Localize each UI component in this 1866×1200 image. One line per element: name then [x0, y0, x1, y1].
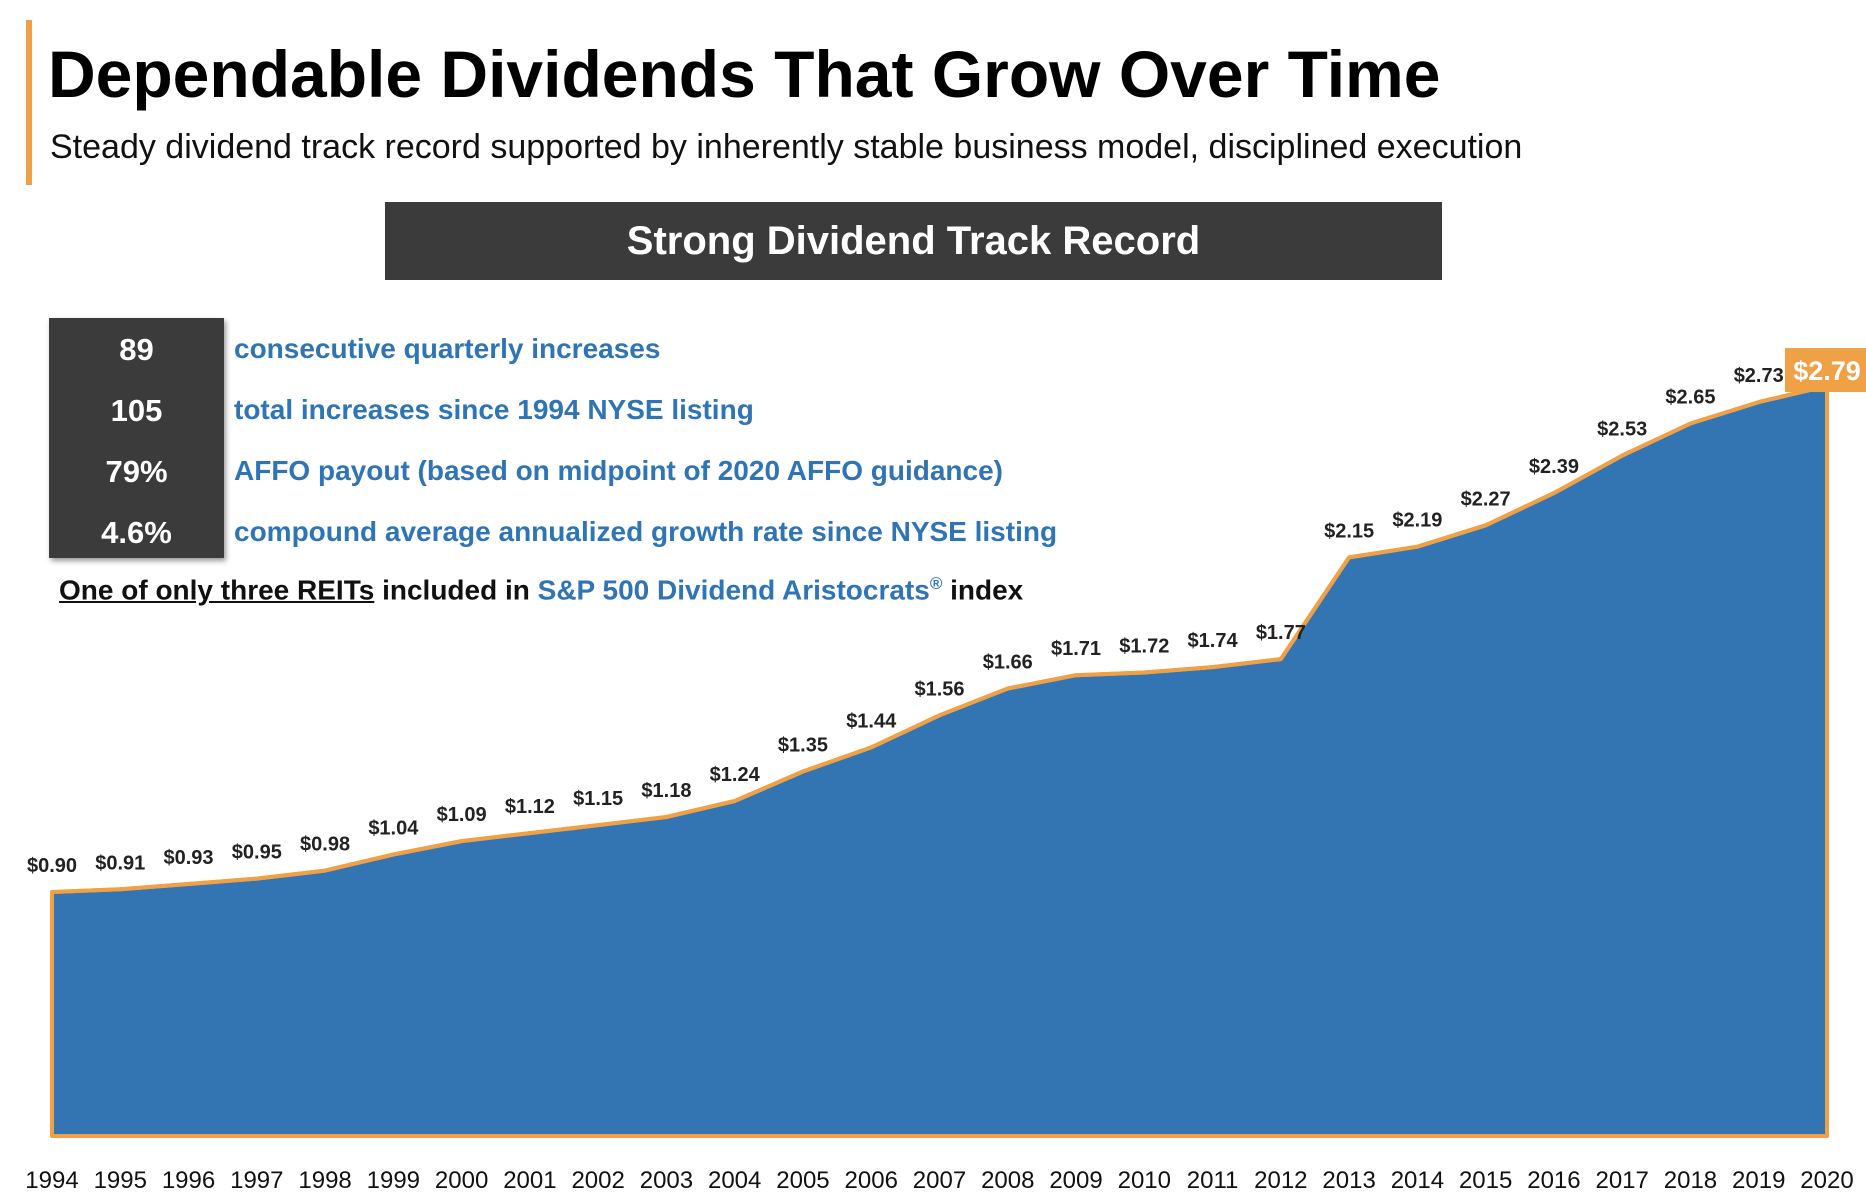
x-tick-2016: 2016 [1527, 1167, 1580, 1194]
data-label-2017: $2.53 [1597, 419, 1647, 441]
data-label-2012: $1.77 [1256, 622, 1306, 644]
data-label-2002: $1.15 [573, 788, 623, 810]
stat-label-cagr: compound average annualized growth rate … [234, 516, 1058, 547]
x-tick-2012: 2012 [1254, 1167, 1307, 1194]
dividend-area [50, 384, 1829, 1138]
data-label-1994: $0.90 [27, 855, 77, 877]
x-tick-2003: 2003 [640, 1167, 693, 1194]
x-tick-2011: 2011 [1187, 1167, 1239, 1194]
stat-label-increases: total increases since 1994 NYSE listing [234, 394, 754, 425]
x-tick-2002: 2002 [571, 1167, 624, 1194]
aristocrats-note: One of only three REITs included in S&P … [59, 574, 1023, 606]
x-tick-2019: 2019 [1732, 1167, 1785, 1194]
stat-value-quarterly: 89 [119, 332, 154, 367]
data-label-2015: $2.27 [1461, 488, 1511, 510]
page-title: Dependable Dividends That Grow Over Time [48, 37, 1441, 111]
data-label-2004: $1.24 [710, 764, 761, 786]
data-label-1997: $0.95 [232, 842, 282, 864]
x-tick-1996: 1996 [162, 1167, 215, 1194]
highlight-value-badge [1785, 348, 1866, 393]
stat-value-cagr: 4.6% [101, 515, 172, 550]
x-tick-2018: 2018 [1664, 1167, 1717, 1194]
x-tick-2013: 2013 [1322, 1167, 1375, 1194]
dividend-line [51, 384, 1828, 894]
x-tick-2020: 2020 [1800, 1167, 1853, 1194]
data-label-2018: $2.65 [1665, 387, 1715, 409]
x-tick-2007: 2007 [913, 1167, 966, 1194]
data-label-2009: $1.71 [1051, 638, 1101, 660]
data-label-2005: $1.35 [778, 735, 828, 757]
data-label-2010: $1.72 [1119, 635, 1169, 657]
x-tick-2017: 2017 [1595, 1167, 1648, 1194]
data-label-2013: $2.15 [1324, 520, 1374, 542]
x-tick-1994: 1994 [25, 1167, 78, 1194]
stat-label-quarterly: consecutive quarterly increases [234, 333, 661, 364]
x-tick-2005: 2005 [776, 1167, 829, 1194]
chart-banner: Strong Dividend Track Record [385, 202, 1442, 280]
data-label-2014: $2.19 [1392, 510, 1442, 532]
data-label-2006: $1.44 [846, 710, 897, 732]
data-label-1998: $0.98 [300, 834, 350, 856]
title-accent-bar [26, 20, 32, 185]
x-tick-2009: 2009 [1049, 1167, 1102, 1194]
x-tick-2008: 2008 [981, 1167, 1034, 1194]
stat-label-payout: AFFO payout (based on midpoint of 2020 A… [234, 455, 1003, 486]
data-label-2011: $1.74 [1188, 630, 1239, 652]
page-subtitle: Steady dividend track record supported b… [50, 128, 1523, 166]
data-label-1999: $1.04 [368, 818, 419, 840]
data-label-2016: $2.39 [1529, 456, 1579, 478]
x-tick-2006: 2006 [845, 1167, 898, 1194]
x-tick-2004: 2004 [708, 1167, 761, 1194]
data-label-2020: $2.79 [1793, 356, 1861, 386]
aristocrats-index-name: S&P 500 Dividend Aristocrats [537, 574, 930, 606]
stat-value-payout: 79% [105, 454, 168, 489]
data-label-1996: $0.93 [164, 847, 214, 869]
x-tick-1995: 1995 [94, 1167, 147, 1194]
x-tick-2010: 2010 [1118, 1167, 1171, 1194]
x-tick-2015: 2015 [1459, 1167, 1512, 1194]
aristocrats-middle: included in [374, 574, 538, 606]
aristocrats-underlined: One of only three REITs [59, 574, 375, 606]
data-label-1995: $0.91 [95, 852, 145, 874]
data-label-2001: $1.12 [505, 796, 555, 818]
aristocrats-tail: index [942, 574, 1024, 606]
x-tick-2000: 2000 [435, 1167, 488, 1194]
data-label-2007: $1.56 [914, 678, 964, 700]
chart-banner-label: Strong Dividend Track Record [626, 218, 1201, 263]
x-tick-1999: 1999 [367, 1167, 420, 1194]
data-label-2019: $2.73 [1734, 365, 1784, 387]
x-tick-2014: 2014 [1391, 1167, 1444, 1194]
x-tick-1997: 1997 [230, 1167, 283, 1194]
stat-value-increases: 105 [110, 393, 163, 428]
data-label-2008: $1.66 [983, 652, 1033, 674]
data-label-2000: $1.09 [437, 804, 487, 826]
data-label-2003: $1.18 [641, 780, 691, 802]
registered-mark: ® [929, 574, 943, 593]
x-tick-1998: 1998 [298, 1167, 351, 1194]
x-tick-2001: 2001 [503, 1167, 556, 1194]
stats-box: 89 105 79% 4.6% [49, 318, 224, 558]
